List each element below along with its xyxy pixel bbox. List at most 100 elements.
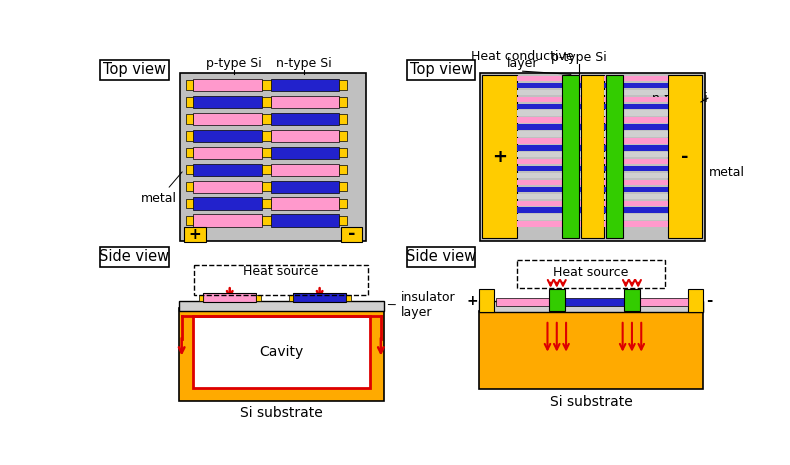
Text: Side view: Side view [100,249,170,264]
Bar [623,193,668,199]
Text: Top view: Top view [103,62,166,77]
Bar [517,159,562,164]
Bar [579,207,581,213]
Bar [495,299,549,306]
Bar [623,187,668,192]
Bar [479,289,494,312]
Bar [186,80,194,90]
Bar [623,152,668,158]
Bar [517,76,562,81]
Bar [517,180,562,185]
Bar [256,294,261,301]
Bar [604,214,606,220]
Bar [186,114,194,124]
Bar [604,207,606,213]
Bar [579,124,581,130]
Bar [604,187,606,192]
Bar [623,117,668,123]
Text: Si substrate: Si substrate [550,395,632,409]
Bar [261,97,271,106]
Bar [479,301,703,312]
Bar [194,96,261,108]
Bar [517,97,562,102]
Bar [623,159,668,164]
Bar [604,152,606,158]
Text: Si substrate: Si substrate [239,406,322,420]
Bar [604,138,606,144]
Bar [604,97,606,102]
Bar [604,145,606,151]
Bar [517,90,562,95]
Bar [623,83,668,88]
Bar [579,214,581,220]
Bar [623,131,668,137]
Bar [179,301,384,312]
Bar [579,221,581,227]
Bar [517,117,562,123]
Bar [579,104,581,109]
Bar [579,97,581,102]
Bar [199,294,203,301]
Bar [271,130,339,142]
Bar [288,294,293,301]
Bar [562,75,579,238]
Bar [624,289,640,311]
Bar [271,198,339,210]
Bar [623,104,668,109]
Bar [517,138,562,144]
Bar [483,75,517,238]
Bar [517,193,562,199]
Bar [186,165,194,174]
Bar [579,152,581,158]
Bar [339,80,347,90]
Bar [604,90,606,95]
Bar [271,96,339,108]
Bar [340,227,363,242]
Bar [549,289,565,311]
Bar [604,166,606,171]
Bar [293,293,346,302]
Bar [640,299,688,306]
Text: p-type Si: p-type Si [206,57,262,70]
Text: Heat source: Heat source [553,266,629,279]
Bar [579,200,581,206]
Bar [271,79,339,91]
Bar [623,97,668,102]
Bar [271,214,339,227]
Bar [517,104,562,109]
Bar [604,111,606,116]
Bar [339,165,347,174]
Bar [604,76,606,81]
Bar [194,146,261,159]
Bar [604,124,606,130]
Bar [100,247,168,267]
Bar [579,76,581,81]
Bar [604,117,606,123]
Bar [604,180,606,185]
Text: +: + [466,294,478,308]
Bar [565,299,624,306]
Bar [194,113,261,125]
Bar [194,130,261,142]
Bar [339,199,347,208]
Text: metal: metal [141,172,182,205]
Bar [579,131,581,137]
Bar [339,114,347,124]
Bar [271,164,339,176]
Text: p-type Si: p-type Si [551,51,608,64]
Bar [579,173,581,178]
Text: Side view: Side view [406,249,476,264]
Bar [604,104,606,109]
Bar [604,83,606,88]
Bar [479,311,703,389]
Bar [517,187,562,192]
Bar [579,111,581,116]
Bar [346,294,351,301]
Bar [579,138,581,144]
Bar [517,83,562,88]
Text: Heat source: Heat source [243,265,318,278]
Bar [517,131,562,137]
Bar [271,113,339,125]
Bar [271,146,339,159]
Bar [339,148,347,158]
